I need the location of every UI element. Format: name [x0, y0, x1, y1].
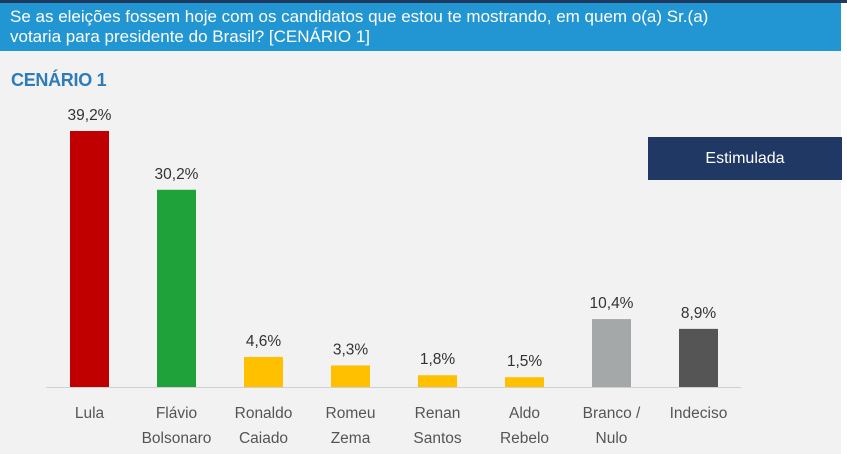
question-header: Se as eleições fossem hoje com os candid…	[0, 3, 841, 51]
category-label-1-1: Bolsonaro	[142, 430, 212, 447]
bar-6	[592, 319, 631, 387]
category-label-3-1: Zema	[331, 430, 371, 447]
bar-4	[418, 375, 457, 387]
category-label-4-1: Santos	[413, 430, 462, 447]
bar-5	[505, 377, 544, 387]
value-label-0: 39,2%	[68, 107, 112, 124]
bar-1	[157, 189, 196, 387]
value-label-3: 3,3%	[333, 341, 369, 358]
value-label-1: 30,2%	[155, 166, 199, 183]
question-line-2: votaria para presidente do Brasil? [CENÁ…	[10, 27, 371, 46]
scenario-title: CENÁRIO 1	[11, 70, 107, 90]
value-label-2: 4,6%	[246, 333, 282, 350]
bar-2	[244, 356, 283, 387]
category-label-2-1: Caiado	[239, 430, 288, 447]
category-label-0-0: Lula	[75, 405, 105, 422]
bar-7	[679, 328, 718, 387]
category-label-6-0: Branco /	[583, 405, 641, 422]
category-label-5-1: Rebelo	[500, 430, 549, 447]
value-label-5: 1,5%	[507, 353, 543, 370]
bar-3	[331, 365, 370, 387]
right-edge-strip	[841, 3, 847, 454]
category-label-5-0: Aldo	[509, 405, 540, 422]
value-label-4: 1,8%	[420, 351, 456, 368]
question-line-1: Se as eleições fossem hoje com os candid…	[10, 7, 709, 26]
category-label-4-0: Renan	[415, 405, 461, 422]
bar-0	[70, 131, 109, 387]
category-label-2-0: Ronaldo	[235, 405, 293, 422]
category-label-3-0: Romeu	[326, 405, 376, 422]
category-label-7-0: Indeciso	[670, 405, 728, 422]
top-border	[0, 0, 847, 3]
value-label-7: 8,9%	[681, 305, 717, 322]
value-label-6: 10,4%	[590, 295, 634, 312]
category-label-1-0: Flávio	[156, 405, 197, 422]
stimulated-badge: Estimulada	[648, 137, 842, 180]
category-label-6-1: Nulo	[596, 430, 628, 447]
